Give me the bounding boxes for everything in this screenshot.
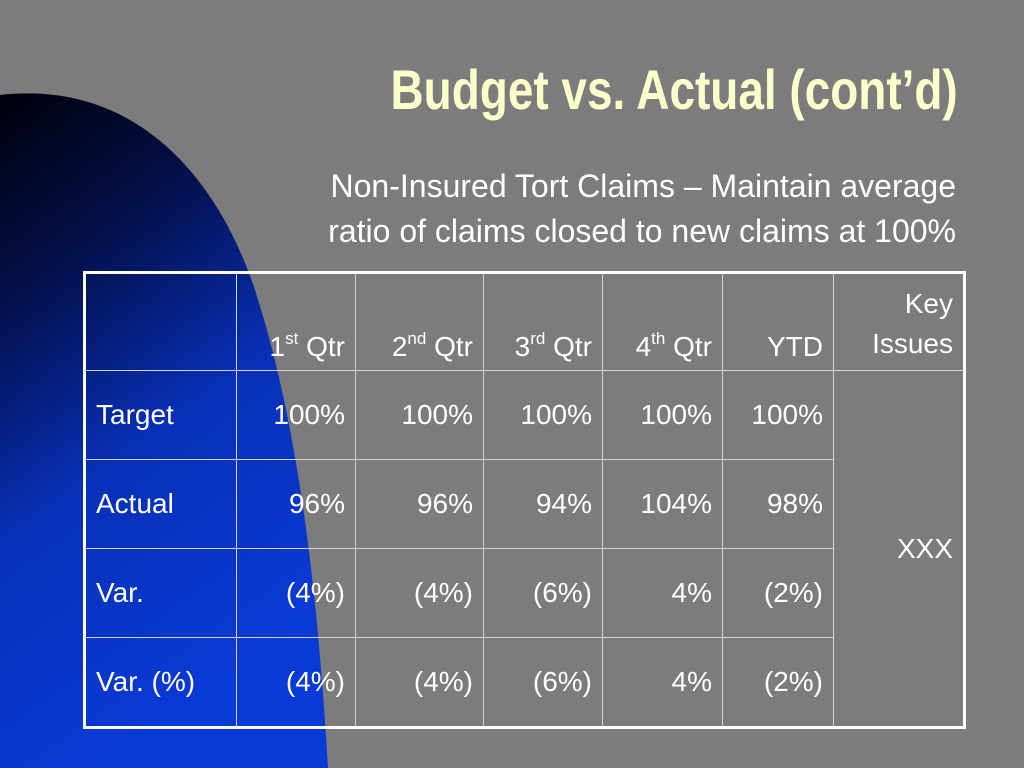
header-q4-sup: th [651,329,666,348]
cell-var-q2: (4%) [355,548,484,638]
header-ytd: YTD [722,272,834,371]
cell-target-q1: 100% [236,370,356,460]
table-row: Actual 96% 96% 94% 104% 98% [84,459,965,549]
header-q1: 1st Qtr [236,272,356,371]
table-row: Var. (%) (4%) (4%) (6%) 4% (2%) [84,637,965,728]
subtitle-line-1: Non-Insured Tort Claims – Maintain avera… [330,168,956,204]
header-q2-label: Qtr [434,331,473,362]
row-label-var: Var. [84,548,237,638]
header-empty-cell [84,272,237,371]
header-q1-label: Qtr [306,331,345,362]
header-q4: 4th Qtr [602,272,723,371]
header-q2-num: 2 [391,331,408,362]
cell-var-pct-q3: (6%) [483,637,603,728]
header-q4-label: Qtr [673,331,712,362]
key-issues-value: XXX [833,370,965,728]
header-q4-num: 4 [635,331,652,362]
budget-table: 1st Qtr 2nd Qtr 3rd Qtr 4th Qtr YTD Key … [83,271,966,729]
table-row: Var. (4%) (4%) (6%) 4% (2%) [84,548,965,638]
cell-target-q3: 100% [483,370,603,460]
cell-target-q4: 100% [602,370,723,460]
cell-var-pct-ytd: (2%) [722,637,834,728]
cell-actual-q4: 104% [602,459,723,549]
header-key-issues: Key Issues [833,272,965,371]
header-q3: 3rd Qtr [483,272,603,371]
table-row: Target 100% 100% 100% 100% 100% XXX [84,370,965,728]
header-q3-num: 3 [514,331,531,362]
header-q2: 2nd Qtr [355,272,484,371]
subtitle-line-2: ratio of claims closed to new claims at … [328,213,956,249]
cell-var-pct-q1: (4%) [236,637,356,728]
header-q1-sup: st [285,329,299,348]
row-label-var-pct: Var. (%) [84,637,237,728]
header-q3-sup: rd [530,329,546,348]
header-q2-sup: nd [407,329,427,348]
cell-actual-ytd: 98% [722,459,834,549]
header-q1-num: 1 [269,331,286,362]
cell-var-q3: (6%) [483,548,603,638]
cell-var-ytd: (2%) [722,548,834,638]
slide-subtitle: Non-Insured Tort Claims – Maintain avera… [136,164,956,254]
cell-var-q1: (4%) [236,548,356,638]
cell-var-pct-q2: (4%) [355,637,484,728]
cell-var-q4: 4% [602,548,723,638]
slide-title: Budget vs. Actual (cont’d) [390,58,958,121]
header-q3-label: Qtr [553,331,592,362]
cell-actual-q1: 96% [236,459,356,549]
cell-var-pct-q4: 4% [602,637,723,728]
cell-actual-q3: 94% [483,459,603,549]
cell-target-ytd: 100% [722,370,834,460]
row-label-target: Target [84,370,237,460]
row-label-actual: Actual [84,459,237,549]
cell-target-q2: 100% [355,370,484,460]
table-header-row: 1st Qtr 2nd Qtr 3rd Qtr 4th Qtr YTD Key … [84,272,965,371]
cell-actual-q2: 96% [355,459,484,549]
